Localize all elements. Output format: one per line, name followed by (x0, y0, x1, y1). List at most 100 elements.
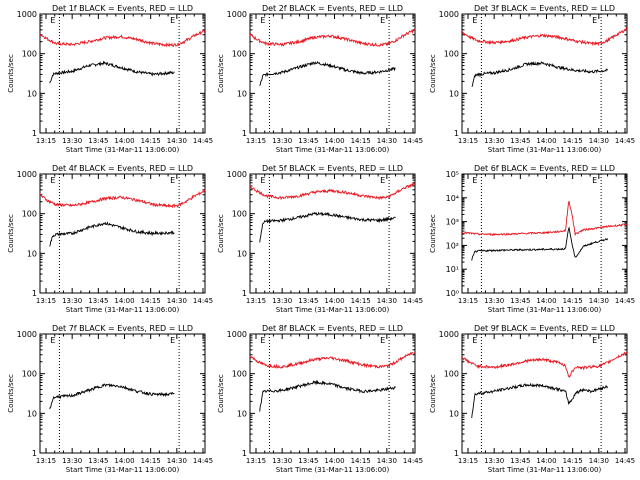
plot-frame (249, 13, 416, 134)
x-tick-label: 13:15 (36, 297, 56, 305)
x-tick-label: 14:45 (615, 457, 635, 465)
plot-frame (461, 173, 628, 294)
y-tick-label: 10 (449, 89, 459, 98)
x-axis-label: Start Time (31-Mar-11 13:06:00) (66, 306, 180, 314)
x-tick-label: 13:30 (272, 297, 292, 305)
plot-frame (39, 333, 206, 454)
x-tick-label: 13:15 (246, 457, 266, 465)
panel-det-1: Det 1f BLACK = Events, RED = LLD 1 10 100 10… (7, 4, 213, 154)
series-events-line (49, 60, 175, 84)
y-tick-label: 10² (446, 241, 459, 250)
x-tick-label: 13:45 (510, 297, 530, 305)
y-axis-label: Counts/sec (7, 214, 15, 253)
series-events-line (259, 211, 396, 243)
marker-label-right: E (380, 176, 385, 185)
y-tick-label: 100 (22, 370, 37, 379)
plot-frame (461, 13, 628, 134)
y-axis-label: Counts/sec (217, 54, 225, 93)
series-lld-line (461, 26, 628, 47)
x-axis-label: Start Time (31-Mar-11 13:06:00) (488, 466, 602, 474)
x-axis-label: Start Time (31-Mar-11 13:06:00) (488, 146, 602, 154)
x-tick-label: 13:15 (458, 297, 478, 305)
y-tick-label: 10 (27, 409, 37, 418)
y-tick-label: 10 (237, 89, 247, 98)
y-axis-label: Counts/sec (429, 54, 437, 93)
panel-title: Det 7f BLACK = Events, RED = LLD (52, 324, 193, 333)
marker-label-right: E (380, 336, 385, 345)
x-tick-label: 13:30 (484, 137, 504, 145)
y-tick-label: 10⁰ (446, 289, 459, 298)
y-tick-label: 1 (32, 289, 37, 298)
y-axis-label: Counts/sec (217, 214, 225, 253)
x-tick-label: 14:45 (193, 297, 213, 305)
x-axis-label: Start Time (31-Mar-11 13:06:00) (276, 306, 390, 314)
x-tick-label: 14:15 (563, 137, 583, 145)
x-tick-label: 14:15 (351, 137, 371, 145)
x-tick-label: 14:15 (563, 457, 583, 465)
y-tick-label: 10 (237, 249, 247, 258)
y-tick-label: 10 (449, 409, 459, 418)
series-lld-line (39, 29, 206, 48)
x-tick-label: 14:00 (114, 457, 134, 465)
x-tick-label: 13:30 (484, 457, 504, 465)
panel-title: Det 1f BLACK = Events, RED = LLD (52, 4, 193, 13)
x-tick-label: 13:45 (88, 457, 108, 465)
marker-label-left: E (260, 16, 265, 25)
series-events-line (259, 379, 396, 412)
marker-label-left: E (260, 176, 265, 185)
panel-title: Det 6f BLACK = Events, RED = LLD (474, 164, 615, 173)
x-tick-label: 13:30 (62, 137, 82, 145)
x-tick-label: 13:15 (246, 297, 266, 305)
marker-label-right: E (592, 16, 597, 25)
panel-det-6: Det 6f BLACK = Events, RED = LLD 10⁰ 10¹ 10… (429, 164, 635, 314)
y-tick-label: 10⁵ (446, 170, 459, 179)
x-tick-label: 14:45 (193, 457, 213, 465)
y-tick-label: 1000 (439, 330, 459, 339)
x-tick-label: 14:15 (141, 137, 161, 145)
y-tick-label: 10³ (446, 218, 459, 227)
x-tick-label: 14:45 (193, 137, 213, 145)
y-tick-label: 1000 (17, 170, 37, 179)
x-tick-label: 14:15 (141, 457, 161, 465)
x-tick-label: 13:30 (62, 297, 82, 305)
x-axis-label: Start Time (31-Mar-11 13:06:00) (276, 146, 390, 154)
y-tick-label: 1 (242, 449, 247, 458)
y-tick-label: 100 (232, 50, 247, 59)
y-tick-label: 1000 (17, 330, 37, 339)
series-events-line (471, 61, 608, 87)
series-events-line (259, 60, 396, 86)
plot-frame (461, 333, 628, 454)
x-tick-label: 14:30 (589, 137, 609, 145)
y-tick-label: 1000 (227, 330, 247, 339)
x-tick-label: 14:45 (403, 457, 423, 465)
y-axis-label: Counts/sec (217, 374, 225, 413)
x-tick-label: 13:15 (458, 137, 478, 145)
y-tick-label: 10 (27, 249, 37, 258)
x-tick-label: 14:30 (377, 137, 397, 145)
y-axis-label: Counts/sec (429, 374, 437, 413)
y-tick-label: 100 (22, 50, 37, 59)
panel-title: Det 3f BLACK = Events, RED = LLD (474, 4, 615, 13)
panel-title: Det 9f BLACK = Events, RED = LLD (474, 324, 615, 333)
x-tick-label: 13:15 (36, 137, 56, 145)
x-tick-label: 14:15 (563, 297, 583, 305)
panel-det-4: Det 4f BLACK = Events, RED = LLD 1 10 100 10… (7, 164, 213, 314)
x-tick-label: 14:00 (324, 137, 344, 145)
y-axis-label: Counts/sec (7, 374, 15, 413)
marker-label-left: E (50, 336, 55, 345)
series-events-line (49, 221, 175, 247)
marker-label-left: E (50, 176, 55, 185)
x-tick-label: 14:30 (589, 297, 609, 305)
panel-title: Det 2f BLACK = Events, RED = LLD (262, 4, 403, 13)
marker-label-right: E (592, 176, 597, 185)
panel-title: Det 8f BLACK = Events, RED = LLD (262, 324, 403, 333)
x-tick-label: 14:15 (351, 297, 371, 305)
x-tick-label: 14:45 (615, 297, 635, 305)
series-events-line (471, 226, 609, 261)
y-tick-label: 1000 (439, 10, 459, 19)
marker-label-right: E (170, 176, 175, 185)
plot-frame (39, 13, 206, 134)
panel-det-9: Det 9f BLACK = Events, RED = LLD 1 10 100 10… (429, 324, 635, 474)
x-tick-label: 14:30 (167, 457, 187, 465)
